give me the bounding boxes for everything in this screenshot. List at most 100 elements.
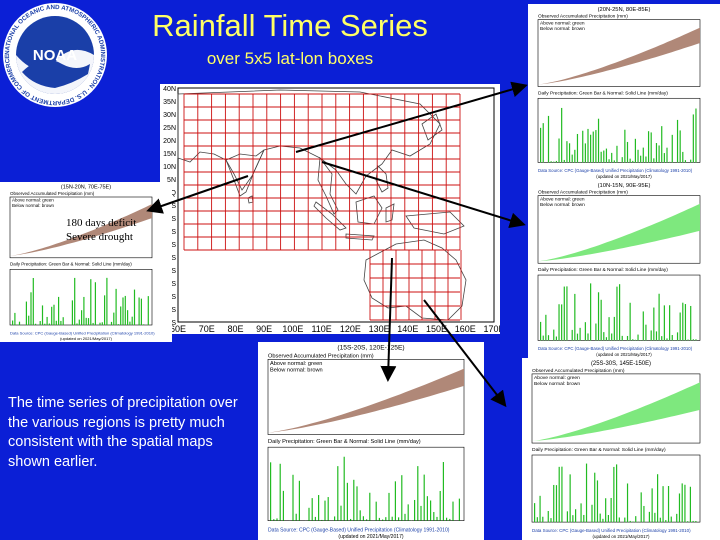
accum-band [268,368,464,433]
daily-bar [417,466,419,521]
daily-bar [385,517,387,521]
daily-bar [584,143,586,163]
daily-bar [382,519,384,521]
map-x-label: 110E [311,324,331,334]
daily-bar [662,486,664,523]
daily-bar [661,336,663,341]
daily-bar [595,130,597,163]
daily-bar [632,339,634,341]
daily-bar [550,161,552,163]
daily-bar [375,501,377,521]
panel-header: (15N-20N, 70E-75E) [61,185,111,191]
daily-bar [276,518,278,521]
daily-bar [90,279,92,325]
daily-bar [689,486,691,523]
daily-bar [684,484,686,523]
daily-bar [120,306,122,325]
daily-frame [267,446,465,522]
daily-bar [324,500,326,521]
daily-bar [327,497,329,521]
daily-bar [670,516,672,523]
panel-left: (15N-20N, 70E-75E) Observed Accumulated P… [0,182,172,342]
daily-bar [621,335,623,341]
daily-bar [576,133,579,163]
daily-bar [436,516,438,521]
daily-bar [600,151,602,163]
map-y-label: 30N [163,112,176,119]
panel-middle-right: (10N-15N, 90E-95E) Observed Accumulated P… [528,180,720,358]
drought-annotation: 180 days deficit Severe drought [66,216,136,244]
legend-above: Above normal: green [534,375,580,381]
annotation-line-2: Severe drought [66,231,133,243]
daily-bar [597,118,600,163]
daily-bar [658,145,660,163]
map-x-label: 160E [455,324,476,334]
daily-bar [346,482,348,521]
daily-bar [99,322,101,325]
daily-bar [684,160,687,163]
daily-bar [667,486,670,523]
accum-frame [537,19,701,87]
daily-bar [582,130,584,163]
map-x-label: 100E [282,324,303,334]
daily-bar [650,330,652,341]
daily-bar [642,147,644,163]
daily-bar [449,518,451,521]
daily-bar [603,332,605,341]
daily-bar [637,334,639,341]
daily-bar [634,138,636,163]
daily-bar [682,302,684,341]
legend-above: Above normal: green [12,198,54,203]
panel-updated: (updated on 2021/May/2017) [338,534,404,540]
daily-bar [626,141,629,163]
daily-bar [626,335,629,341]
daily-bar [452,501,454,521]
daily-bar [394,481,396,521]
daily-bar [592,131,594,163]
daily-bar [39,321,41,325]
daily-bar [692,114,694,163]
daily-bar [692,520,694,523]
daily-bar [124,295,126,325]
daily-bar [687,339,689,341]
daily-bar [298,480,300,521]
daily-bar [131,316,133,325]
daily-bar [624,517,626,523]
daily-bar [30,292,32,325]
daily-bar [550,518,552,523]
daily-bar [555,160,557,163]
daily-bar [690,159,692,163]
daily-bar [671,134,673,163]
daily-bar [632,521,634,523]
daily-bar [106,277,108,325]
daily-bar [629,520,631,523]
daily-bar [51,306,53,325]
daily-bar [558,304,560,341]
daily-bar [663,153,665,163]
legend-below: Below normal: brown [540,202,585,208]
slide-title: Rainfall Time Series [152,8,428,43]
panel-updated: (updated on 2021/May/2017) [593,534,651,539]
daily-bar [430,500,432,521]
panel-subtitle: Observed Accumulated Precipitation (mm) [538,14,628,20]
daily-bar [53,304,55,325]
daily-bar [568,143,571,163]
daily-bar [611,152,613,163]
daily-bar [665,520,667,523]
legend-above: Above normal: green [540,196,585,202]
panel-updated: (updated on 2021/May/2017) [596,352,652,357]
daily-bar [143,324,145,325]
daily-bar [94,282,96,325]
daily-bar [569,474,571,523]
panel-subtitle: Observed Accumulated Precipitation (mm) [532,368,625,374]
daily-bar [679,312,681,341]
daily-bar [594,472,596,523]
noaa-logo: NOAA NATIONAL OCEANIC AND ATMOSPHERIC AD… [3,3,107,107]
accum-band [538,27,700,85]
map-y-label: 40N [163,86,176,93]
daily-bar [270,462,272,521]
daily-bar [619,284,621,341]
daily-bar [647,131,650,163]
daily-bar [536,517,538,523]
daily-bar [321,519,323,521]
